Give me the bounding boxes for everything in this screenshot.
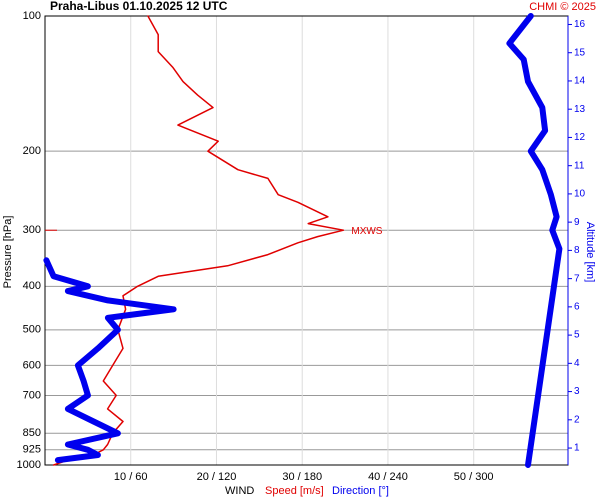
y-tick-label: 100	[23, 10, 41, 22]
y-tick-label: 300	[23, 224, 41, 236]
y-tick-label: 925	[23, 444, 41, 456]
y-tick-label: 500	[23, 324, 41, 336]
x-tick-label: 20 / 120	[197, 471, 237, 483]
x-tick-label: 40 / 240	[368, 471, 408, 483]
y-axis-label: Pressure [hPa]	[2, 216, 14, 289]
y-tick-label: 600	[23, 359, 41, 371]
y2-tick-label: 11	[574, 160, 585, 171]
y2-tick-label: 3	[574, 386, 580, 397]
y2-tick-label: 6	[574, 302, 580, 313]
annotation: MXWS	[351, 226, 382, 237]
y-tick-label: 850	[23, 427, 41, 439]
y2-tick-label: 9	[574, 217, 580, 228]
direction-line	[43, 257, 177, 464]
chart-title: Praha-Libus 01.10.2025 12 UTC	[50, 0, 228, 13]
y2-tick-label: 10	[574, 189, 586, 200]
legend-entry: Direction [°]	[332, 485, 389, 497]
y2-axis-label: Altitude [km]	[584, 222, 596, 283]
y2-tick-label: 14	[574, 76, 586, 87]
legend-entry: Speed [m/s]	[265, 485, 324, 497]
y-tick-label: 400	[23, 280, 41, 292]
y2-tick-label: 4	[574, 358, 580, 369]
y2-tick-label: 1	[574, 443, 580, 454]
x-axis-label: WIND	[225, 485, 254, 497]
x-tick-label: 10 / 60	[114, 471, 148, 483]
direction-line	[506, 13, 563, 468]
y2-tick-label: 12	[574, 132, 586, 143]
y-tick-label: 200	[23, 145, 41, 157]
y2-tick-label: 8	[574, 245, 580, 256]
x-tick-label: 50 / 300	[454, 471, 494, 483]
y2-tick-label: 16	[574, 19, 586, 30]
y2-tick-label: 7	[574, 273, 580, 284]
y-tick-label: 700	[23, 389, 41, 401]
y2-tick-label: 5	[574, 330, 580, 341]
x-tick-label: 30 / 180	[282, 471, 322, 483]
credit: CHMI © 2025	[529, 1, 596, 13]
speed-line	[52, 15, 345, 466]
y2-tick-label: 2	[574, 414, 580, 425]
y-tick-label: 1000	[17, 459, 41, 471]
y2-tick-label: 13	[574, 104, 586, 115]
y2-tick-label: 15	[574, 47, 586, 58]
